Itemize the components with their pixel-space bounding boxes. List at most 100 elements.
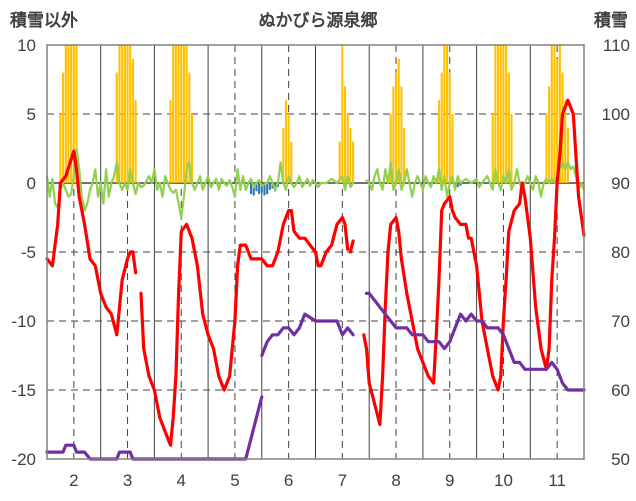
right-axis-label: 積雪 bbox=[594, 10, 628, 31]
bar bbox=[62, 72, 65, 183]
bar bbox=[282, 127, 285, 183]
series-line bbox=[45, 147, 355, 219]
right-tick-label: 70 bbox=[611, 312, 630, 331]
series-line bbox=[260, 312, 355, 358]
bar bbox=[115, 72, 118, 183]
x-tick-label: 2 bbox=[69, 471, 78, 490]
bar bbox=[564, 100, 567, 183]
x-tick-labels: 2 3 4 5 6 7 8 9 10 11 bbox=[69, 471, 566, 490]
bar bbox=[268, 183, 271, 190]
bar bbox=[134, 100, 137, 183]
bar bbox=[556, 58, 559, 183]
bar bbox=[59, 114, 62, 183]
bar bbox=[177, 45, 180, 183]
left-tick-labels: 10 5 0 -5 -10 -15 -20 bbox=[11, 36, 36, 469]
right-tick-labels: 110 100 90 80 70 60 50 bbox=[602, 36, 630, 469]
x-tick-label: 10 bbox=[494, 471, 513, 490]
bar bbox=[507, 72, 510, 183]
bar bbox=[395, 72, 398, 183]
bar bbox=[260, 183, 263, 193]
bar bbox=[446, 45, 449, 183]
bar bbox=[121, 45, 124, 183]
bar bbox=[403, 127, 406, 183]
x-tick-label: 11 bbox=[548, 471, 566, 490]
series-line bbox=[139, 209, 350, 447]
x-tick-label: 6 bbox=[284, 471, 293, 490]
bar bbox=[349, 127, 352, 183]
bar bbox=[182, 45, 185, 183]
bar bbox=[118, 45, 121, 183]
chart-title: ぬかびら源泉郷 bbox=[259, 10, 378, 31]
bar bbox=[389, 114, 392, 183]
bar bbox=[505, 45, 508, 183]
bar bbox=[397, 58, 400, 183]
series-line bbox=[364, 291, 586, 392]
series-line bbox=[362, 98, 586, 427]
bar bbox=[437, 100, 441, 183]
bar bbox=[126, 45, 129, 183]
bar bbox=[263, 183, 266, 196]
bar bbox=[290, 141, 293, 183]
bar bbox=[456, 183, 459, 188]
bar bbox=[502, 45, 505, 183]
bar bbox=[451, 114, 454, 183]
bar bbox=[510, 114, 513, 183]
x-tick-label: 4 bbox=[177, 471, 186, 490]
series-line bbox=[348, 239, 355, 254]
bar bbox=[190, 114, 194, 183]
bar bbox=[123, 45, 126, 183]
right-tick-label: 90 bbox=[611, 174, 630, 193]
left-tick-label: -5 bbox=[21, 243, 36, 262]
left-tick-label: 5 bbox=[27, 105, 36, 124]
bar bbox=[550, 45, 553, 183]
bar bbox=[131, 58, 134, 183]
x-tick-label: 7 bbox=[338, 471, 347, 490]
bar bbox=[70, 45, 73, 183]
x-tick-label: 3 bbox=[123, 471, 132, 490]
bar bbox=[75, 45, 78, 183]
right-tick-label: 100 bbox=[602, 105, 630, 124]
bar bbox=[341, 45, 344, 183]
bar bbox=[352, 141, 355, 183]
bar bbox=[252, 183, 255, 196]
bar bbox=[459, 183, 462, 186]
bar bbox=[258, 183, 261, 195]
left-tick-label: -15 bbox=[11, 381, 36, 400]
bar bbox=[499, 45, 502, 183]
bar bbox=[172, 45, 175, 183]
bar bbox=[255, 183, 258, 192]
series-line bbox=[365, 161, 586, 198]
bar bbox=[392, 86, 395, 183]
right-tick-label: 110 bbox=[603, 36, 630, 55]
bar bbox=[346, 114, 349, 183]
bar bbox=[338, 141, 341, 183]
bar bbox=[400, 86, 403, 183]
series-line bbox=[45, 149, 138, 337]
left-tick-label: -20 bbox=[11, 450, 36, 469]
left-tick-label: 0 bbox=[27, 174, 36, 193]
right-tick-label: 50 bbox=[611, 450, 630, 469]
bar bbox=[443, 45, 446, 183]
bar bbox=[64, 45, 67, 183]
bar bbox=[448, 72, 451, 183]
bar bbox=[72, 45, 75, 183]
bar bbox=[491, 114, 494, 183]
x-tick-label: 5 bbox=[230, 471, 239, 490]
bar bbox=[440, 72, 443, 183]
bar bbox=[566, 127, 569, 183]
right-tick-label: 80 bbox=[611, 243, 630, 262]
bar-series bbox=[59, 45, 569, 196]
left-tick-label: 10 bbox=[17, 36, 36, 55]
bar bbox=[497, 45, 500, 183]
bar bbox=[494, 45, 497, 183]
bar bbox=[180, 45, 183, 183]
bar bbox=[250, 183, 253, 195]
x-tick-label: 8 bbox=[391, 471, 400, 490]
line-series bbox=[45, 98, 586, 461]
bar bbox=[553, 45, 556, 183]
right-tick-label: 60 bbox=[611, 381, 630, 400]
bar bbox=[266, 183, 269, 195]
bar bbox=[343, 86, 347, 183]
bar bbox=[169, 100, 172, 183]
